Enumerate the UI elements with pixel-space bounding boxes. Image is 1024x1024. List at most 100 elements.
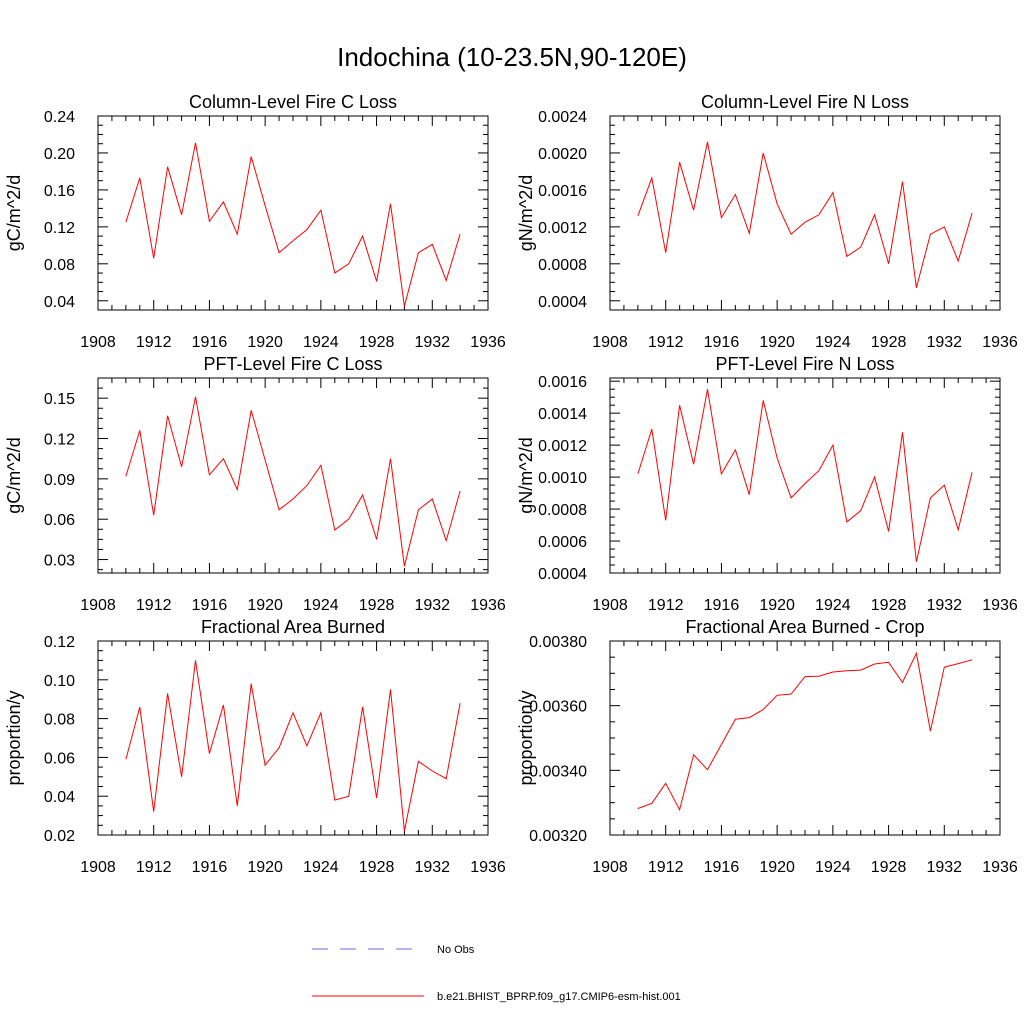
plot-frame [609, 115, 1001, 311]
x-tick-label: 1912 [648, 859, 684, 876]
panel-column-fire-c-loss: Column-Level Fire C Loss gC/m^2/d 1908 1912… [4, 92, 506, 351]
x-tick-label: 1916 [704, 859, 740, 876]
y-tick-label: 0.06 [44, 512, 75, 529]
x-tick-label: 1932 [414, 859, 450, 876]
x-tick-label: 1928 [871, 597, 907, 614]
x-tick-label: 1920 [759, 597, 795, 614]
y-tick-label: 0.04 [44, 294, 75, 311]
legend-model-label: b.e21.BHIST_BPRP.f09_g17.CMIP6-esm-hist.… [437, 991, 681, 1003]
x-tick-label: 1928 [871, 334, 907, 351]
y-tick-label: 0.12 [44, 220, 75, 237]
x-tick-label: 1936 [982, 859, 1018, 876]
x-tick-label: 1936 [982, 334, 1018, 351]
y-tick-label: 0.10 [44, 673, 75, 690]
legend-no-obs-label: No Obs [437, 944, 475, 956]
y-axis-label: gN/m^2/d [516, 437, 536, 513]
x-tick-label: 1936 [982, 597, 1018, 614]
x-tick-label: 1936 [470, 597, 506, 614]
y-tick-label: 0.0008 [538, 257, 587, 274]
x-tick-label: 1936 [470, 859, 506, 876]
x-tick-label: 1908 [80, 334, 116, 351]
x-tick-label: 1908 [592, 859, 628, 876]
y-tick-label: 0.0020 [538, 146, 587, 163]
x-tick-label: 1924 [303, 597, 339, 614]
y-axis-label: proportion/y [4, 690, 24, 785]
x-tick-label: 1924 [815, 334, 851, 351]
series-line [125, 142, 461, 307]
x-tick-label: 1908 [592, 597, 628, 614]
x-tick-label: 1932 [414, 597, 450, 614]
plot-frame [609, 377, 1001, 574]
y-tick-label: 0.12 [44, 634, 75, 651]
x-tick-label: 1928 [359, 334, 395, 351]
x-tick-label: 1920 [759, 859, 795, 876]
series-line [637, 389, 973, 562]
panel-title: Fractional Area Burned [201, 617, 385, 637]
series-line [125, 396, 461, 567]
x-tick-label: 1928 [359, 859, 395, 876]
panel-pft-fire-n-loss: PFT-Level Fire N Loss gN/m^2/d 1908 1912 191… [516, 354, 1018, 614]
y-tick-label: 0.16 [44, 183, 75, 200]
x-tick-label: 1932 [926, 597, 962, 614]
plot-frame [97, 115, 489, 311]
y-tick-label: 0.15 [44, 391, 75, 408]
y-tick-label: 0.09 [44, 472, 75, 489]
x-tick-label: 1932 [926, 334, 962, 351]
y-tick-label: 0.03 [44, 553, 75, 570]
x-tick-label: 1920 [759, 334, 795, 351]
y-tick-label: 0.0008 [538, 502, 587, 519]
y-axis-label: proportion/y [516, 690, 536, 785]
y-tick-label: 0.24 [44, 109, 75, 126]
x-tick-label: 1916 [192, 597, 228, 614]
y-tick-label: 0.0006 [538, 534, 587, 551]
panel-title: Fractional Area Burned - Crop [685, 617, 924, 637]
x-tick-label: 1912 [648, 597, 684, 614]
y-tick-label: 0.0016 [538, 374, 587, 391]
x-tick-label: 1924 [815, 597, 851, 614]
y-tick-label: 0.0012 [538, 220, 587, 237]
plot-frame [609, 640, 1001, 836]
x-tick-label: 1916 [704, 334, 740, 351]
y-tick-label: 0.0016 [538, 183, 587, 200]
panel-title: PFT-Level Fire C Loss [203, 354, 382, 374]
series-line [125, 660, 461, 832]
y-tick-label: 0.00380 [529, 634, 587, 651]
x-tick-label: 1912 [648, 334, 684, 351]
plot-frame [97, 377, 489, 574]
y-axis-label: gC/m^2/d [4, 175, 24, 251]
x-tick-label: 1924 [303, 859, 339, 876]
panel-fractional-area-burned-crop: Fractional Area Burned - Crop proportion/… [516, 617, 1018, 876]
y-tick-label: 0.0004 [538, 566, 587, 583]
x-tick-label: 1920 [247, 334, 283, 351]
series-line [637, 651, 973, 812]
x-tick-label: 1924 [303, 334, 339, 351]
y-tick-label: 0.12 [44, 432, 75, 449]
x-tick-label: 1928 [359, 597, 395, 614]
x-tick-label: 1908 [592, 334, 628, 351]
y-tick-label: 0.20 [44, 146, 75, 163]
panel-title: Column-Level Fire C Loss [189, 92, 397, 112]
x-tick-label: 1916 [192, 334, 228, 351]
panel-title: Column-Level Fire N Loss [701, 92, 909, 112]
x-tick-label: 1916 [192, 859, 228, 876]
x-tick-label: 1932 [926, 859, 962, 876]
x-tick-label: 1936 [470, 334, 506, 351]
x-tick-label: 1908 [80, 597, 116, 614]
plot-frame [97, 640, 489, 836]
y-tick-label: 0.04 [44, 789, 75, 806]
y-tick-label: 0.00360 [529, 699, 587, 716]
panel-column-fire-n-loss: Column-Level Fire N Loss gN/m^2/d 1908 1912… [516, 92, 1018, 351]
y-tick-label: 0.0004 [538, 294, 587, 311]
y-axis-label: gN/m^2/d [516, 175, 536, 251]
y-tick-label: 0.0014 [538, 406, 587, 423]
panel-title: PFT-Level Fire N Loss [715, 354, 894, 374]
x-tick-label: 1932 [414, 334, 450, 351]
figure-title: Indochina (10-23.5N,90-120E) [337, 42, 687, 72]
y-tick-label: 0.02 [44, 828, 75, 845]
series-line [637, 141, 973, 288]
panel-fractional-area-burned: Fractional Area Burned proportion/y 1908 19… [4, 617, 506, 876]
x-tick-label: 1920 [247, 859, 283, 876]
y-tick-label: 0.08 [44, 712, 75, 729]
y-tick-label: 0.00320 [529, 828, 587, 845]
